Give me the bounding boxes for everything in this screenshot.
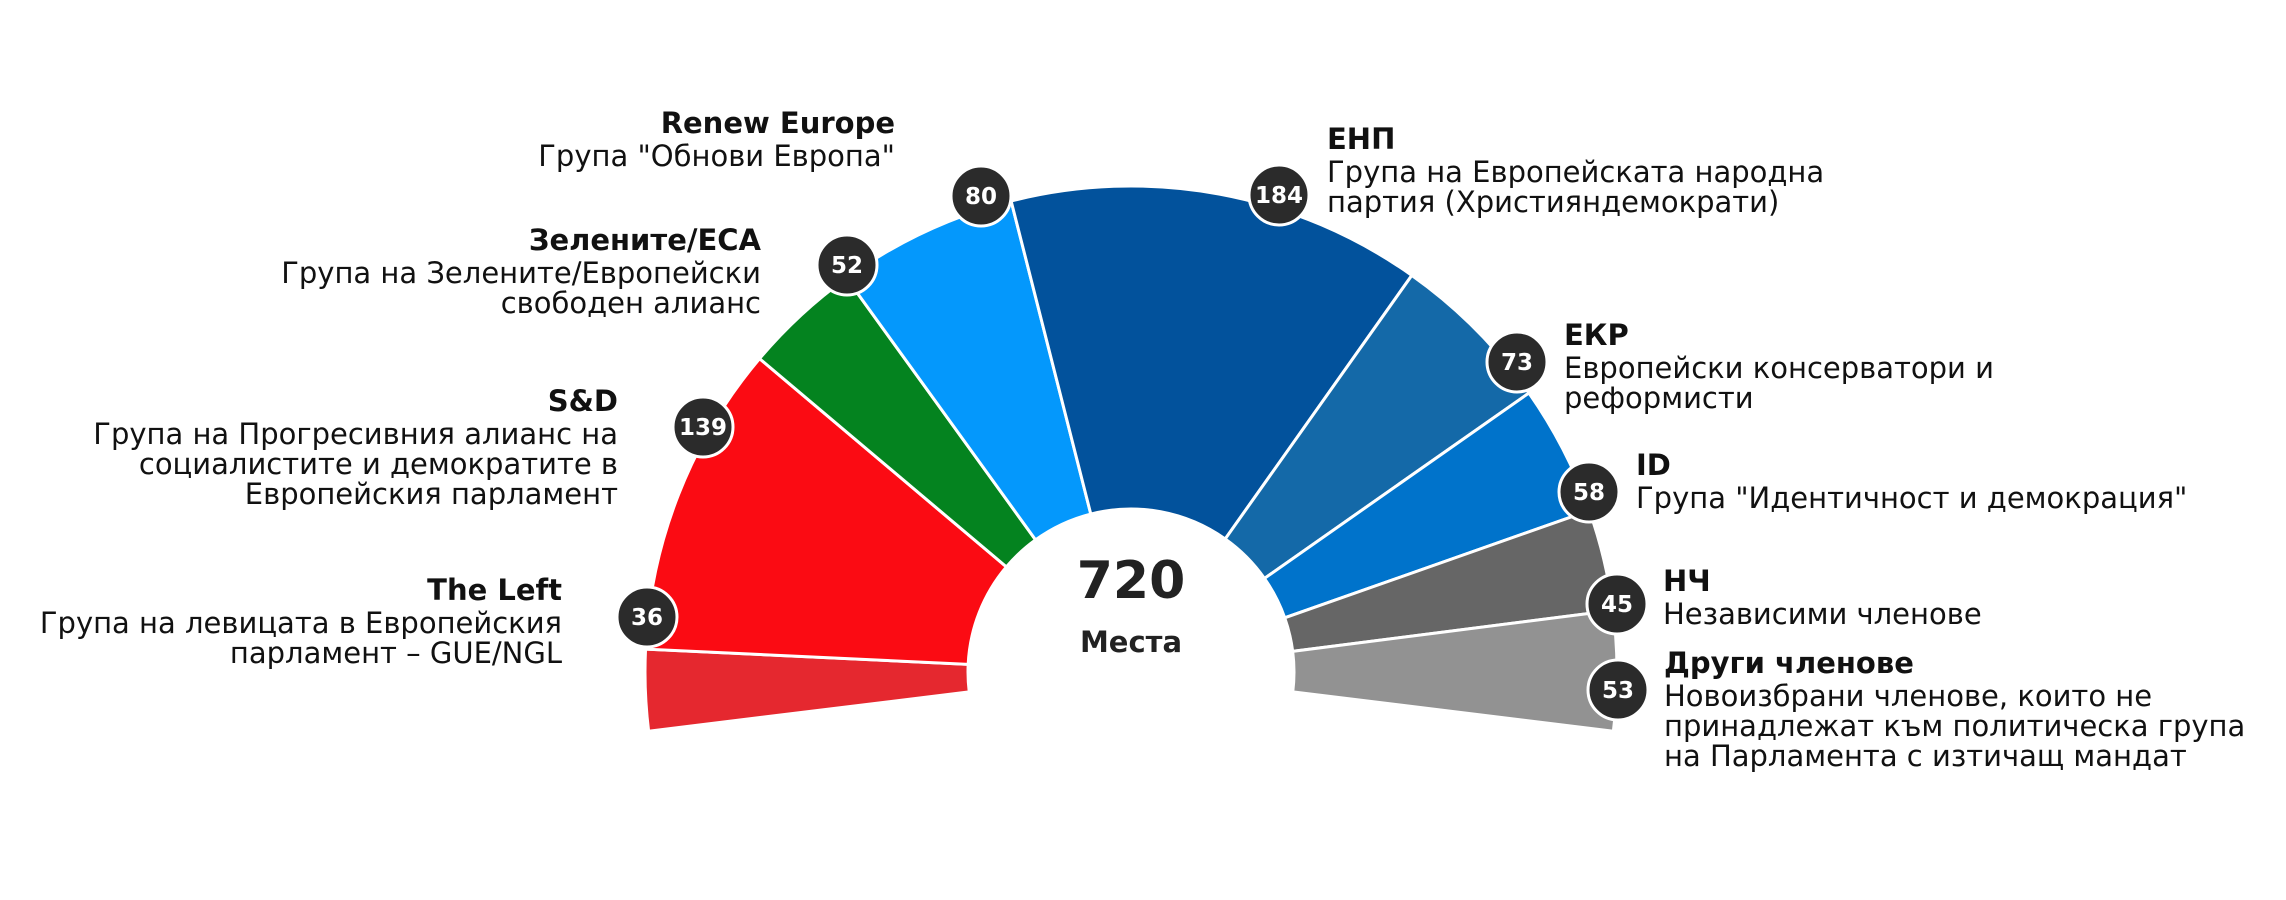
group-desc-5: Група на Европейската народна [1327,155,1824,189]
seat-badge-4 [949,164,1013,228]
group-desc-3: Група на Зелените/Европейски [281,256,761,290]
seat-badge-2 [671,395,735,459]
total-seats-label: Места [1080,625,1182,659]
group-title-1: The Left [427,573,562,607]
group-desc-6: Европейски консерватори и [1564,351,1994,385]
group-desc-2: социалистите и демократите в [139,447,618,481]
seat-badge-8 [1585,572,1649,636]
group-desc-9: принадлежат към политическа група [1664,709,2245,743]
group-title-7: ID [1636,448,1671,482]
group-desc-3: свободен алианс [501,286,761,320]
group-title-2: S&D [548,384,618,418]
group-desc-8: Независими членове [1663,597,1982,631]
group-desc-6: реформисти [1564,381,1754,415]
group-desc-4: Група "Обнови Европа" [538,139,895,173]
group-desc-1: Група на левицата в Европейския [40,606,562,640]
seat-badge-5 [1247,163,1311,227]
seat-count-6: 73 [1501,350,1533,376]
slice-2 [643,356,1009,666]
total-seats: 720 [1077,551,1186,611]
group-title-4: Renew Europe [661,106,895,140]
group-title-8: НЧ [1663,564,1711,598]
group-desc-5: партия (Християндемократи) [1327,185,1779,219]
seat-count-8: 45 [1601,592,1633,618]
seat-slices [643,184,1619,733]
seat-count-2: 139 [679,415,727,441]
seat-count-9: 53 [1602,678,1634,704]
group-desc-7: Група "Идентичност и демокрация" [1636,481,2187,515]
seat-badge-3 [815,233,879,297]
group-title-5: ЕНП [1327,122,1395,156]
seat-count-3: 52 [831,253,863,279]
slice-5 [1009,184,1414,542]
seat-badge-1 [615,585,679,649]
group-title-6: ЕКР [1564,318,1629,352]
seat-badge-9 [1586,658,1650,722]
group-desc-9: Новоизбрани членове, които не [1664,679,2152,713]
seat-count-7: 58 [1573,480,1605,506]
group-title-3: Зелените/ЕСА [529,223,762,257]
seat-badge-6 [1485,330,1549,394]
group-desc-1: парламент – GUE/NGL [230,636,562,670]
group-desc-9: на Парламента с изтичащ мандат [1664,739,2187,773]
seat-count-5: 184 [1255,183,1303,209]
slice-9 [1291,608,1619,733]
seat-count-4: 80 [965,184,997,210]
seat-badge-7 [1557,460,1621,524]
group-desc-2: Европейския парламент [245,477,618,511]
group-title-9: Други членове [1664,646,1914,680]
group-desc-2: Група на Прогресивния алианс на [93,417,618,451]
seat-badges: 36 139 52 80 184 73 58 45 53 [615,163,1650,722]
seat-count-1: 36 [631,605,663,631]
